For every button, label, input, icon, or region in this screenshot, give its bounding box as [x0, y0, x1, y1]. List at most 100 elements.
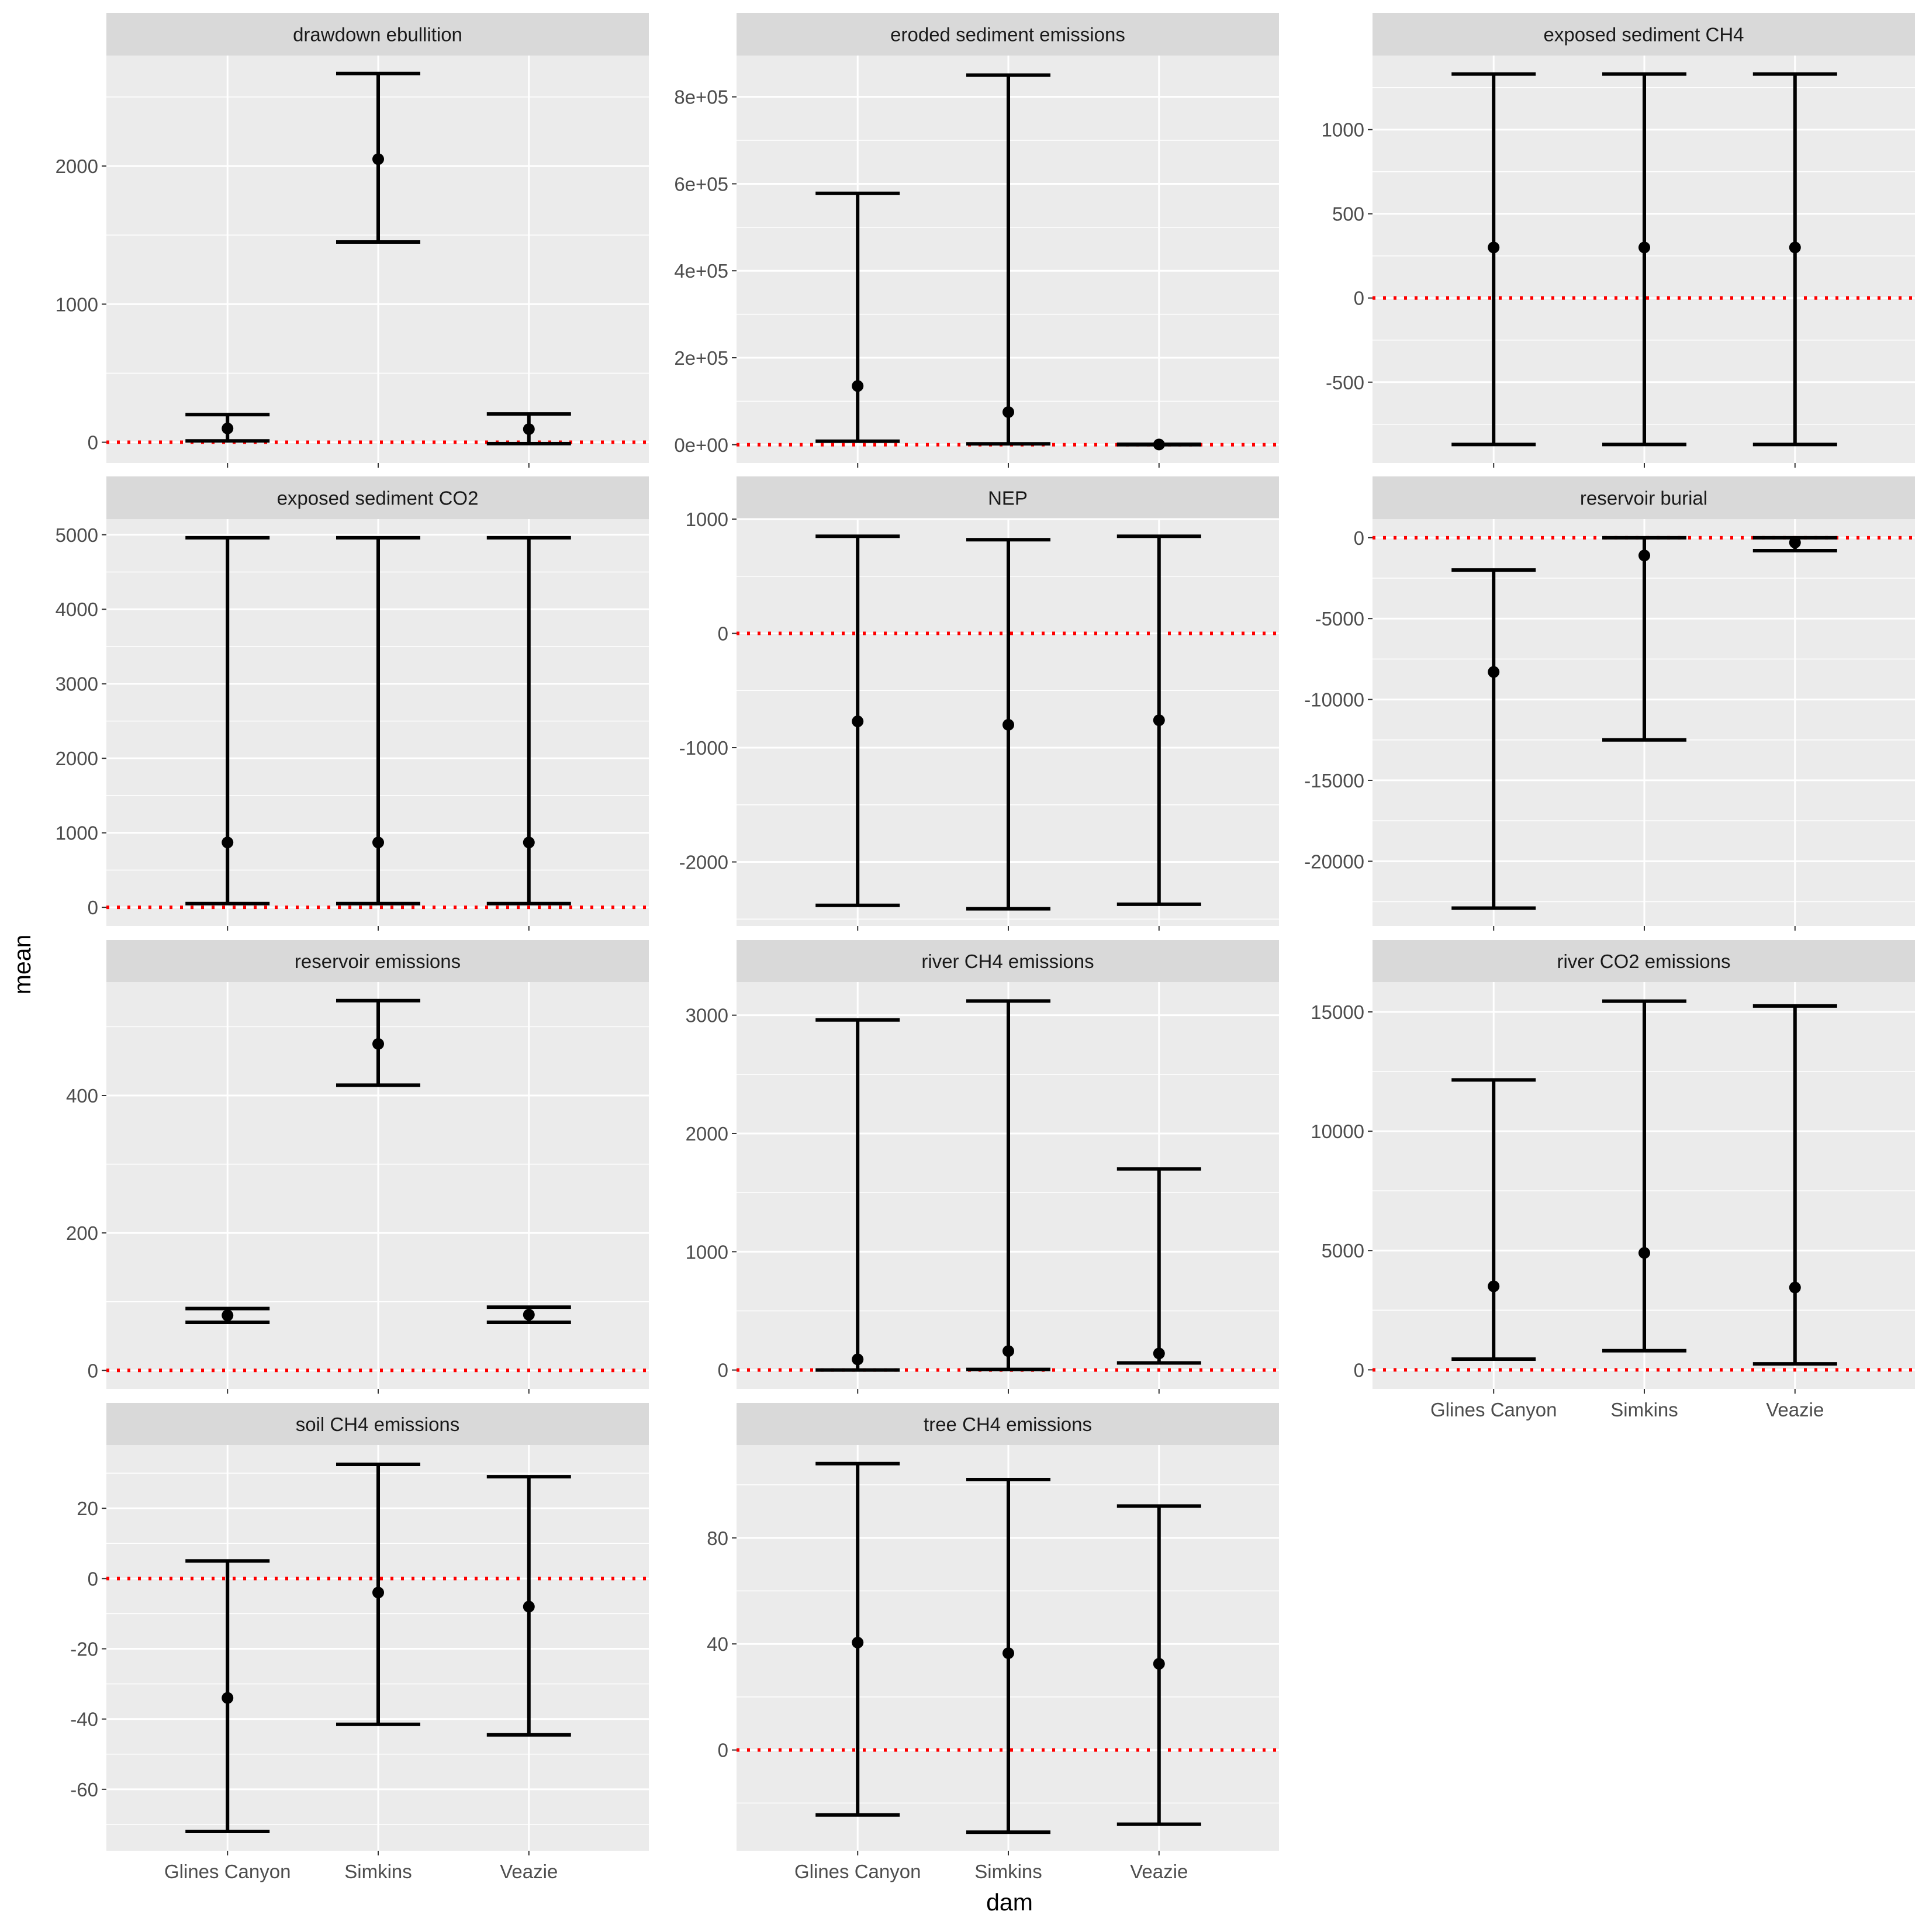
- y-tick-label: 2e+05: [674, 347, 728, 369]
- mean-point: [1153, 1347, 1165, 1360]
- mean-point: [1002, 718, 1014, 731]
- errorbar-veazie: [1752, 1004, 1837, 1366]
- x-tick-label: Veazie: [1766, 1399, 1824, 1421]
- y-tick-label: 10000: [1311, 1121, 1364, 1142]
- y-tick-label: 0: [88, 1568, 98, 1589]
- y-tick-label: 6e+05: [674, 173, 728, 195]
- errorbar-glines-canyon: [1451, 1078, 1536, 1361]
- errorbar-veazie: [486, 1475, 571, 1737]
- mean-point: [372, 837, 384, 849]
- mean-point: [1638, 549, 1650, 562]
- mean-point: [222, 837, 234, 849]
- mean-point: [1488, 1280, 1500, 1292]
- facet-exposed-sediment-co2: exposed sediment CO2 0 1000 2000 3000 4000 500…: [56, 476, 649, 931]
- errorbar-veazie: [1116, 438, 1201, 451]
- errorbar-glines-canyon: [1451, 72, 1536, 447]
- errorbar-simkins: [336, 1463, 420, 1726]
- y-tick-label: 2000: [56, 748, 98, 769]
- x-tick-label: Glines Canyon: [794, 1861, 921, 1882]
- y-tick-label: 0: [88, 432, 98, 454]
- y-tick-label: 200: [66, 1222, 98, 1244]
- y-tick-label: -10000: [1304, 689, 1364, 711]
- errorbar-simkins: [966, 1477, 1050, 1834]
- y-tick-label: 4000: [56, 599, 98, 620]
- mean-point: [852, 380, 864, 392]
- x-tick-label: Glines Canyon: [1430, 1399, 1557, 1421]
- facet-title: soil CH4 emissions: [296, 1413, 460, 1435]
- facet-title: drawdown ebullition: [293, 24, 462, 46]
- y-tick-label: 0: [1354, 1359, 1364, 1381]
- facet-river-ch4-emissions: river CH4 emissions 0 1000 2000 3000: [686, 940, 1279, 1394]
- facet-title: exposed sediment CH4: [1543, 24, 1744, 46]
- x-tick-label: Veazie: [1130, 1861, 1188, 1882]
- y-tick-label: 8e+05: [674, 87, 728, 108]
- x-tick-label: Glines Canyon: [164, 1861, 291, 1882]
- mean-point: [1002, 406, 1014, 418]
- x-tick-label: Simkins: [1610, 1399, 1678, 1421]
- errorbar-simkins: [1602, 72, 1686, 447]
- y-tick-label: -20: [70, 1639, 98, 1660]
- y-tick-label: -1000: [679, 737, 728, 759]
- errorbar-glines-canyon: [185, 1307, 270, 1324]
- errorbar-simkins: [966, 999, 1050, 1371]
- mean-point: [523, 1309, 535, 1321]
- errorbar-glines-canyon: [185, 535, 270, 905]
- y-tick-label: 2000: [686, 1123, 728, 1145]
- y-axis-title: mean: [9, 935, 36, 995]
- facet-strip: [737, 476, 1279, 519]
- facet-strip: [106, 1403, 649, 1445]
- mean-point: [523, 837, 535, 849]
- mean-point: [1002, 1345, 1014, 1357]
- mean-point: [1153, 438, 1165, 451]
- mean-point: [852, 1636, 864, 1648]
- facet-title: river CH4 emissions: [921, 951, 1094, 972]
- mean-point: [1638, 1247, 1650, 1259]
- mean-point: [1488, 241, 1500, 254]
- facet-strip: [1373, 476, 1915, 519]
- facet-river-co2-emissions: river CO2 emissions 0 5000 10000 15000 Glines…: [1311, 940, 1915, 1421]
- y-tick-label: 0: [88, 897, 98, 918]
- y-tick-label: -2000: [679, 852, 728, 873]
- facet-drawdown-ebullition: drawdown ebullition 0 1000 2000: [56, 13, 649, 468]
- mean-point: [1789, 1281, 1801, 1294]
- facet-strip: [1373, 13, 1915, 56]
- mean-point: [1002, 1647, 1014, 1660]
- facet-title: eroded sediment emissions: [890, 24, 1125, 46]
- facet-strip: [106, 940, 649, 982]
- mean-point: [372, 1587, 384, 1599]
- y-tick-label: 3000: [686, 1005, 728, 1027]
- errorbar-veazie: [1116, 534, 1201, 906]
- y-tick-label: 0: [1354, 527, 1364, 549]
- facet-title: exposed sediment CO2: [277, 488, 479, 509]
- errorbar-simkins: [336, 998, 420, 1087]
- errorbar-veazie: [1752, 535, 1837, 552]
- y-tick-label: 0: [88, 1360, 98, 1381]
- facet-nep: NEP -2000 -1000 0 1000: [679, 476, 1279, 931]
- y-tick-label: -500: [1326, 372, 1364, 393]
- y-tick-label: 5000: [56, 524, 98, 546]
- errorbar-veazie: [486, 412, 571, 445]
- facet-title: NEP: [988, 488, 1028, 509]
- errorbar-veazie: [1752, 72, 1837, 447]
- errorbar-glines-canyon: [815, 191, 900, 443]
- y-tick-label: 0e+00: [674, 434, 728, 456]
- y-tick-label: -5000: [1315, 608, 1364, 630]
- facet-strip: [737, 1403, 1279, 1445]
- mean-point: [222, 1692, 234, 1704]
- errorbar-veazie: [1116, 1167, 1201, 1365]
- mean-point: [523, 1601, 535, 1613]
- y-tick-label: 0: [1354, 288, 1364, 309]
- y-tick-label: 15000: [1311, 1001, 1364, 1023]
- facet-title: reservoir emissions: [295, 951, 461, 972]
- mean-point: [852, 716, 864, 728]
- y-tick-label: 2000: [56, 155, 98, 177]
- mean-point: [852, 1353, 864, 1366]
- errorbar-glines-canyon: [815, 1461, 900, 1817]
- errorbar-veazie: [1116, 1504, 1201, 1826]
- mean-point: [1153, 1658, 1165, 1670]
- facet-tree-ch4-emissions: tree CH4 emissions 0 40 80 Glines Canyon Simk…: [707, 1403, 1279, 1882]
- facet-strip: [1373, 940, 1915, 982]
- y-tick-label: 1000: [1322, 119, 1364, 141]
